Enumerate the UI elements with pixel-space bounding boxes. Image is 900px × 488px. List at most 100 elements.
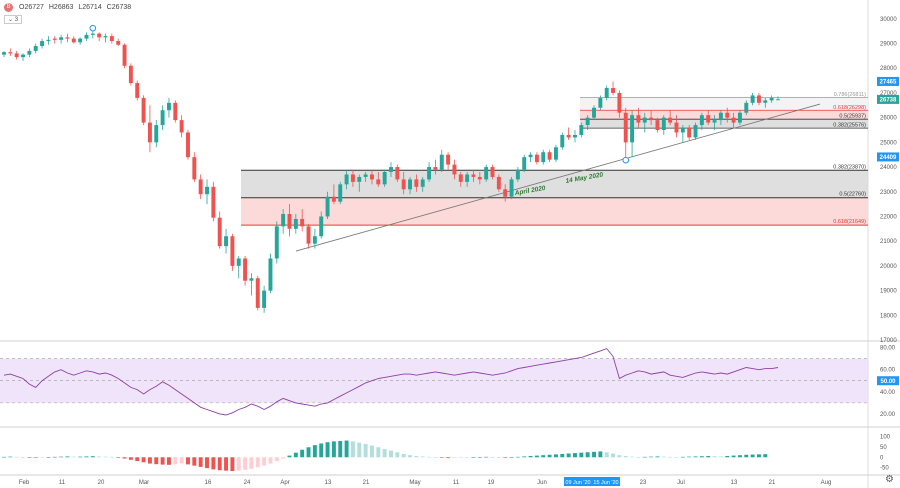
ohlc-readout: O26727 H26863 L26714 C26738	[19, 4, 134, 11]
candle-body	[725, 112, 730, 118]
candle-body	[319, 216, 324, 237]
macd-bar	[97, 456, 102, 458]
fib2-zone	[580, 119, 868, 129]
fib-level-label: 0.382(23870)	[833, 164, 866, 170]
macd-bar	[186, 457, 190, 465]
candle-body	[712, 120, 717, 123]
macd-tick-label: 100	[880, 434, 891, 440]
candle-body	[8, 52, 13, 54]
candle-body	[363, 174, 368, 177]
macd-bar	[179, 457, 184, 464]
macd-bar	[458, 457, 463, 458]
candle-body	[109, 36, 114, 42]
candle-body	[655, 120, 660, 130]
candle-body	[611, 88, 616, 93]
candle-body	[236, 258, 241, 266]
rsi-value-tag	[877, 376, 899, 386]
macd-bar	[522, 456, 527, 458]
macd-bar	[687, 456, 692, 458]
candle-body	[166, 102, 171, 111]
candle-body	[452, 164, 457, 175]
fib2-level-label: 0.786(26811)	[834, 92, 866, 98]
macd-bar	[287, 455, 292, 458]
candle-body	[312, 236, 317, 244]
candle-body	[84, 34, 89, 39]
candle-body	[706, 115, 711, 123]
candle-body	[389, 167, 393, 172]
macd-bar	[490, 457, 495, 458]
candle-body	[560, 134, 565, 148]
macd-bar	[2, 456, 6, 458]
candle-body	[515, 169, 520, 180]
macd-bar	[528, 456, 533, 458]
candle-body	[471, 174, 476, 177]
price-tag-label: 27465	[880, 80, 897, 86]
macd-bar	[452, 457, 457, 458]
candle-body	[477, 176, 482, 180]
candle-body	[306, 226, 311, 244]
candle-body	[211, 186, 216, 218]
indicators-toggle-button[interactable]: ⌄ 3	[4, 15, 23, 24]
rsi-tick-label: 60.00	[880, 368, 896, 374]
macd-bar	[750, 454, 755, 458]
price-tick-label: 26000	[880, 116, 897, 122]
macd-bar	[718, 456, 723, 458]
candle-body	[40, 41, 45, 46]
candle-body	[598, 97, 603, 108]
candle-body	[446, 154, 451, 165]
candle-body	[274, 226, 279, 259]
fib2-level-label: 0.382(25576)	[833, 123, 866, 129]
price-tick-label: 29000	[880, 42, 897, 48]
macd-bar	[249, 457, 254, 469]
price-tick-label: 21000	[880, 239, 897, 245]
time-tick-label: 19	[488, 480, 495, 486]
settings-gear-icon[interactable]: ⚙	[885, 474, 894, 485]
candle-body	[573, 134, 577, 138]
macd-bar	[389, 450, 393, 458]
candle-body	[135, 83, 140, 98]
macd-bar	[331, 441, 336, 458]
macd-bar	[255, 457, 260, 468]
macd-bar	[306, 447, 311, 458]
macd-bar	[655, 456, 660, 458]
candle-body	[173, 102, 178, 121]
macd-bar	[262, 457, 267, 466]
candle-body	[103, 36, 108, 38]
time-tick-label: 24	[244, 480, 251, 486]
time-tick-label: Jun	[537, 480, 547, 486]
macd-bar	[33, 457, 38, 458]
date-badge-label: 15 Jun '20	[593, 480, 618, 486]
candle-body	[205, 186, 209, 195]
macd-bar	[338, 440, 343, 458]
macd-bar	[78, 456, 83, 458]
macd-bar	[712, 456, 717, 458]
candle-body	[370, 174, 374, 180]
candle-body	[71, 38, 76, 43]
price-tick-label: 19000	[880, 289, 897, 295]
candle-body	[617, 92, 622, 113]
candle-body	[65, 37, 70, 39]
macd-bar	[325, 442, 330, 458]
low-marker	[622, 156, 630, 164]
time-tick-label: 11	[59, 480, 66, 486]
price-tick-label: 24000	[880, 165, 897, 171]
price-tick-label: 25000	[880, 140, 897, 146]
candle-body	[757, 95, 761, 103]
candle-body	[674, 122, 679, 133]
macd-bar	[27, 457, 32, 458]
candle-body	[255, 278, 260, 308]
macd-bar	[598, 451, 603, 458]
macd-bar	[661, 456, 666, 458]
macd-bar	[217, 457, 222, 471]
macd-bar	[293, 452, 298, 458]
macd-bar	[363, 443, 368, 458]
price-tick-label: 30000	[880, 17, 897, 23]
candle-body	[249, 278, 254, 281]
macd-bar	[642, 456, 647, 458]
macd-bar	[376, 447, 381, 458]
macd-bar	[281, 457, 286, 459]
time-tick-label: 21	[769, 480, 776, 486]
candle-body	[579, 125, 584, 135]
macd-bar	[573, 453, 577, 458]
